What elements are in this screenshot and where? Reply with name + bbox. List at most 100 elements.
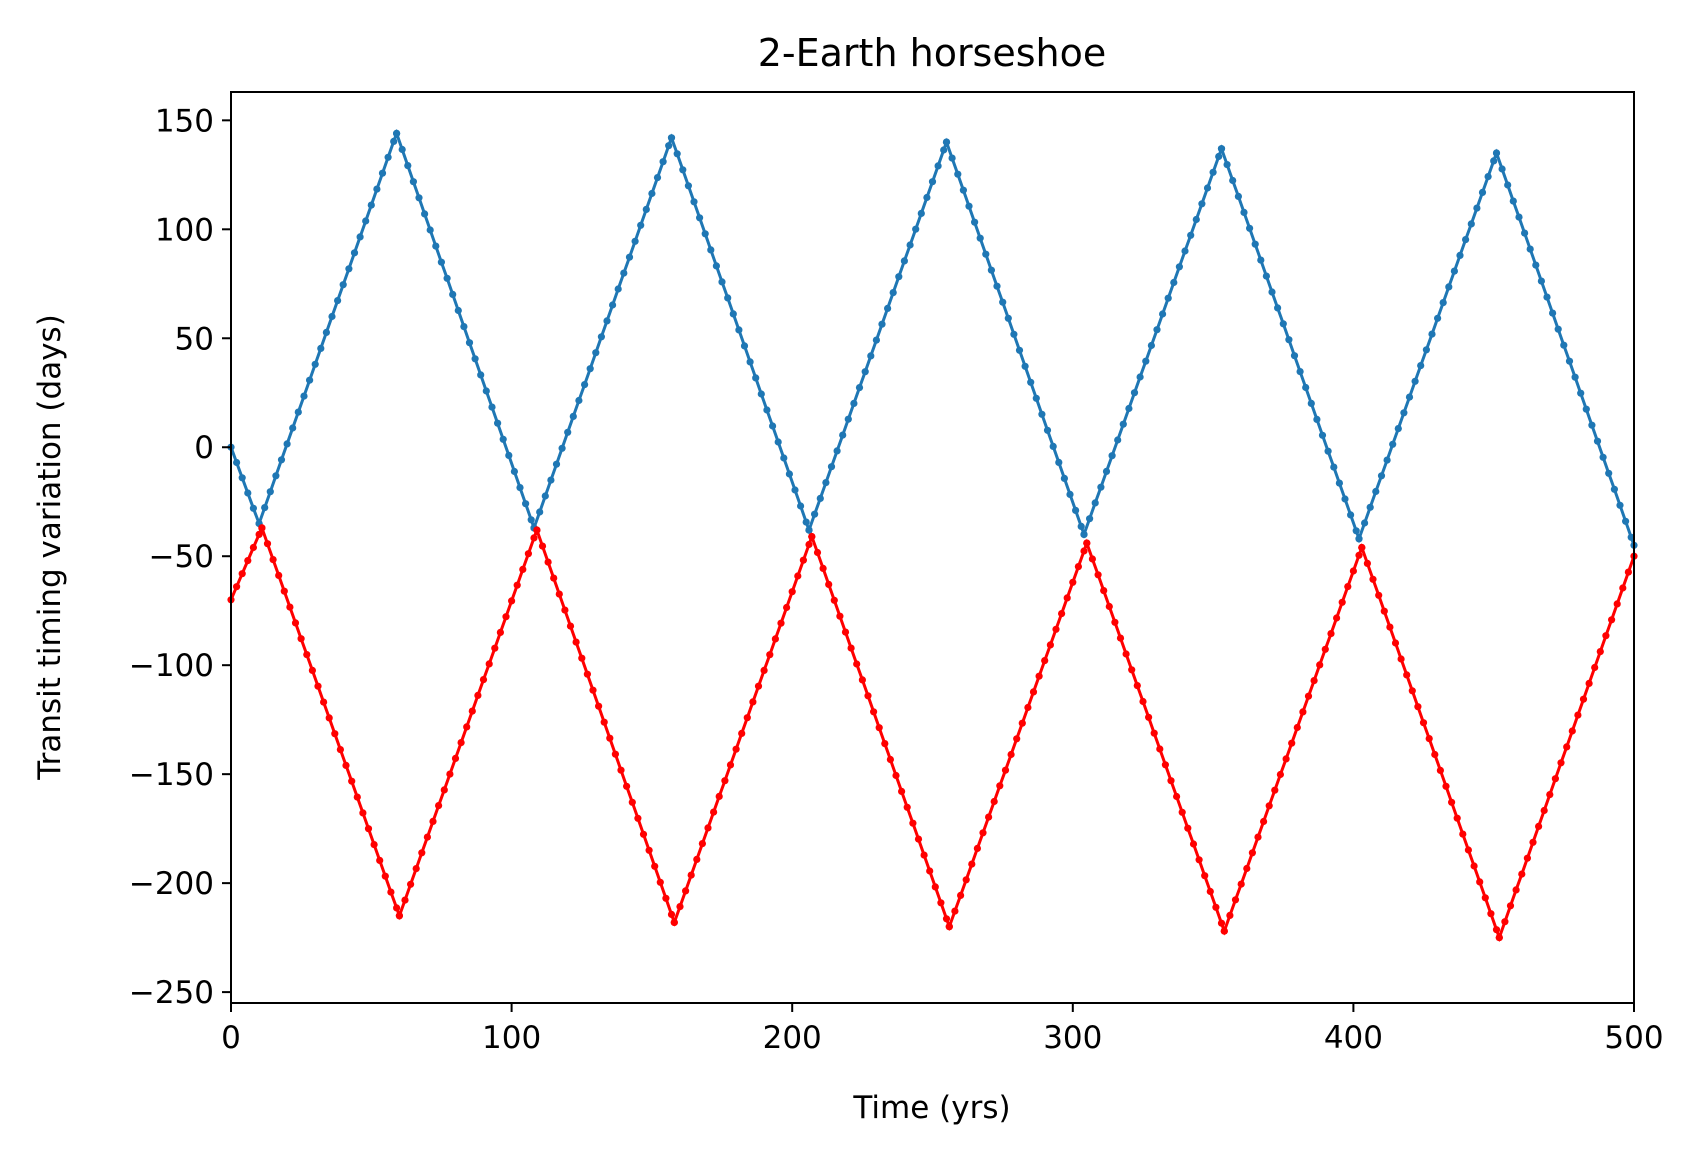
- data-point: [802, 518, 810, 526]
- data-point: [1285, 336, 1293, 344]
- data-point: [233, 583, 241, 591]
- data-point: [395, 912, 403, 920]
- data-point: [367, 201, 375, 209]
- data-point: [364, 825, 373, 833]
- data-point: [805, 540, 813, 549]
- data-point: [519, 565, 527, 574]
- data-point: [294, 408, 302, 416]
- data-point: [308, 666, 316, 675]
- data-point: [1074, 563, 1082, 571]
- data-point: [898, 787, 906, 796]
- data-point: [1279, 320, 1287, 328]
- data-point: [1254, 833, 1262, 841]
- data-point: [693, 855, 701, 864]
- data-point: [1128, 666, 1136, 674]
- data-point: [1091, 499, 1099, 507]
- data-point: [948, 154, 956, 162]
- data-point: [1010, 330, 1018, 338]
- data-point: [763, 406, 771, 414]
- data-point: [510, 467, 518, 476]
- data-point: [931, 883, 939, 891]
- data-point: [564, 428, 572, 436]
- data-point: [1215, 152, 1223, 161]
- data-point: [566, 622, 575, 630]
- data-point: [687, 871, 695, 879]
- data-point: [788, 588, 796, 596]
- data-point: [1114, 436, 1122, 444]
- data-point: [255, 530, 263, 539]
- data-point: [373, 185, 381, 193]
- data-point: [841, 628, 850, 636]
- data-point: [1596, 648, 1604, 656]
- data-point: [1203, 184, 1212, 192]
- data-point: [620, 269, 628, 277]
- data-point: [1473, 204, 1481, 212]
- data-point: [589, 686, 597, 694]
- x-tick-label: 300: [1043, 1020, 1102, 1056]
- data-point: [903, 803, 911, 811]
- data-point: [356, 233, 364, 241]
- data-point: [1532, 261, 1540, 269]
- data-point: [1015, 346, 1024, 354]
- data-point: [1029, 688, 1038, 696]
- data-point: [393, 904, 401, 912]
- data-point: [1434, 314, 1442, 322]
- data-point: [1501, 918, 1509, 926]
- data-point: [827, 463, 836, 471]
- data-point: [1251, 240, 1259, 248]
- data-point: [1549, 309, 1557, 317]
- data-point: [878, 320, 886, 328]
- data-point: [696, 214, 704, 222]
- y-tick-label: −50: [149, 539, 214, 575]
- data-point: [603, 317, 611, 325]
- data-point: [547, 476, 555, 484]
- data-point: [1139, 697, 1147, 706]
- data-point: [1560, 341, 1568, 349]
- data-point: [1318, 431, 1327, 439]
- data-point: [1344, 583, 1352, 591]
- data-point: [1310, 677, 1318, 685]
- data-point: [1234, 192, 1242, 200]
- data-point: [1173, 792, 1181, 801]
- data-point: [1439, 299, 1447, 307]
- data-point: [513, 581, 521, 589]
- data-point: [423, 833, 431, 841]
- data-point: [892, 771, 900, 780]
- data-point: [1220, 927, 1228, 935]
- data-point: [555, 590, 563, 598]
- data-point: [1229, 176, 1237, 185]
- data-point: [348, 777, 356, 785]
- data-point: [1265, 802, 1273, 810]
- data-point: [642, 205, 650, 213]
- data-point: [1577, 389, 1585, 397]
- data-point: [971, 218, 979, 226]
- data-point: [1282, 755, 1290, 763]
- data-point: [1333, 614, 1341, 622]
- y-tick-label: 150: [155, 103, 214, 139]
- data-point: [743, 714, 751, 722]
- data-point: [791, 486, 799, 494]
- data-point: [1563, 743, 1571, 751]
- ticks-layer: 0 100 200 300 400 500150100500−50−100−150−200…: [129, 103, 1664, 1056]
- data-point: [449, 290, 457, 298]
- data-point: [1125, 404, 1133, 413]
- data-point: [628, 798, 636, 806]
- data-point: [968, 860, 976, 868]
- data-point: [1184, 824, 1192, 832]
- data-point: [985, 813, 993, 821]
- data-point: [1083, 539, 1091, 547]
- data-point: [1038, 410, 1046, 418]
- data-point: [926, 867, 934, 875]
- data-point: [740, 342, 749, 350]
- data-point: [1512, 886, 1520, 894]
- data-point: [1142, 357, 1150, 365]
- data-point: [289, 424, 297, 432]
- data-point: [362, 217, 370, 225]
- data-point: [233, 458, 241, 467]
- data-point: [238, 570, 246, 578]
- data-point: [867, 352, 875, 360]
- data-point: [822, 479, 830, 487]
- data-point: [1206, 887, 1214, 896]
- data-point: [1181, 247, 1189, 255]
- data-point: [833, 447, 841, 455]
